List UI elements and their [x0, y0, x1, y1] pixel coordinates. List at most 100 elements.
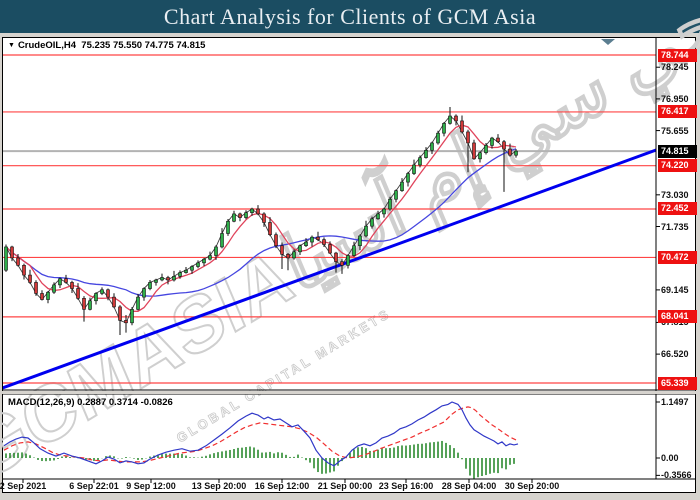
candle-body	[250, 208, 254, 213]
price-axis-label: 66.520	[661, 349, 689, 360]
candle-body	[316, 236, 320, 240]
macd-header: MACD(12,26,9) 0.2887 0.3714 -0.0826	[8, 397, 173, 408]
price-axis-label: 69.145	[661, 284, 689, 295]
candle-body	[202, 258, 206, 264]
candle-body	[334, 252, 338, 262]
title-bar: Chart Analysis for Clients of GCM Asia	[0, 0, 700, 33]
candle-body	[58, 278, 62, 286]
candle-body	[220, 233, 224, 248]
candle-body	[256, 208, 260, 215]
candle-body	[88, 300, 92, 310]
slow-ma-line	[5, 148, 517, 297]
candle-body	[478, 152, 482, 160]
candle-body	[358, 235, 362, 247]
candle-body	[268, 222, 272, 236]
price-axis-label: 73.030	[661, 189, 689, 200]
candle-body	[190, 266, 194, 271]
candle-body	[292, 251, 296, 259]
candle-body	[232, 213, 236, 222]
candle-body	[382, 208, 386, 215]
macd-axis-label: 0.00	[661, 453, 679, 463]
candle-body	[160, 277, 164, 281]
candle-body	[370, 218, 374, 227]
candle-body	[328, 244, 332, 254]
macd-plot[interactable]	[3, 401, 519, 479]
candle-body	[274, 234, 278, 247]
candle-body	[118, 306, 122, 321]
candle-body	[244, 212, 248, 218]
macd-axis-label: -0.3566	[661, 470, 692, 481]
time-axis-label: 9 Sep 12:00	[126, 481, 176, 491]
fast-ma-line	[5, 124, 517, 312]
time-axis-label: 28 Sep 04:00	[441, 481, 497, 491]
candle-body	[376, 213, 380, 220]
candle-body	[352, 245, 356, 256]
candle-body	[304, 241, 308, 247]
time-axis-label: 16 Sep 12:00	[254, 481, 310, 491]
candle-body	[52, 284, 56, 293]
candle-body	[322, 239, 326, 245]
candle-body	[16, 257, 20, 266]
candle-body	[490, 137, 494, 146]
candle-body	[346, 255, 350, 266]
candle-body	[82, 298, 86, 310]
candle-body	[184, 269, 188, 273]
candle-body	[70, 282, 74, 289]
candle-body	[400, 181, 404, 191]
time-axis-label: 23 Sep 16:00	[378, 481, 434, 491]
candle-body	[124, 320, 128, 324]
candle-body	[112, 296, 116, 308]
candle-body	[340, 261, 344, 266]
price-level-badge: 74.220	[658, 159, 697, 173]
candle-body	[466, 131, 470, 144]
macd-axis-label: 1.1497	[661, 397, 689, 407]
candle-body	[460, 120, 464, 133]
candle-body	[388, 198, 392, 210]
candle-body	[484, 145, 488, 154]
candle-body	[406, 173, 410, 183]
candle-body	[4, 246, 8, 271]
candle-body	[196, 262, 200, 267]
candle-body	[28, 274, 32, 283]
candle-body	[472, 142, 476, 160]
price-level-badge: 68.041	[658, 310, 697, 324]
candle-body	[148, 282, 152, 289]
macd-indicator-label: MACD(12,26,9)	[8, 397, 75, 408]
price-axis-label: 78.245	[661, 62, 689, 73]
candle-body	[46, 291, 50, 300]
price-level-badge: 78.744	[658, 48, 697, 62]
candle-body	[214, 246, 218, 256]
candle-body	[430, 142, 434, 151]
panel-divider[interactable]	[2, 391, 696, 394]
candle-body	[286, 253, 290, 259]
time-axis-label: 6 Sep 22:01	[69, 481, 119, 491]
price-level-badge: 72.452	[658, 202, 697, 216]
candle-body	[106, 289, 110, 298]
price-axis-label: 76.950	[661, 93, 689, 104]
candle-body	[496, 137, 500, 143]
trend-line[interactable]	[0, 148, 656, 390]
candle-body	[238, 213, 242, 218]
time-axis-label: 21 Sep 00:00	[317, 481, 373, 491]
candle-body	[208, 255, 212, 260]
candle-body	[136, 296, 140, 310]
price-axis-label: 71.735	[661, 221, 689, 232]
page-title: Chart Analysis for Clients of GCM Asia	[163, 3, 537, 29]
candle-body	[448, 115, 452, 124]
chevron-down-icon[interactable]: ▼	[8, 42, 15, 49]
candle-body	[226, 220, 230, 234]
candle-body	[394, 190, 398, 200]
current-price-badge: 74.815	[658, 144, 697, 158]
candle-body	[412, 164, 416, 174]
macd-signal-line	[3, 406, 517, 463]
time-axis-label: 2 Sep 2021	[0, 481, 47, 491]
chart-shift-marker-icon[interactable]	[601, 39, 615, 45]
candle-body	[424, 149, 428, 158]
price-axis-label: 75.655	[661, 125, 689, 136]
candle-body	[514, 150, 518, 156]
candle-body	[100, 289, 104, 294]
macd-values: 0.2887 0.3714 -0.0826	[77, 397, 173, 408]
main-plot[interactable]	[0, 54, 656, 390]
candle-body	[130, 309, 134, 324]
